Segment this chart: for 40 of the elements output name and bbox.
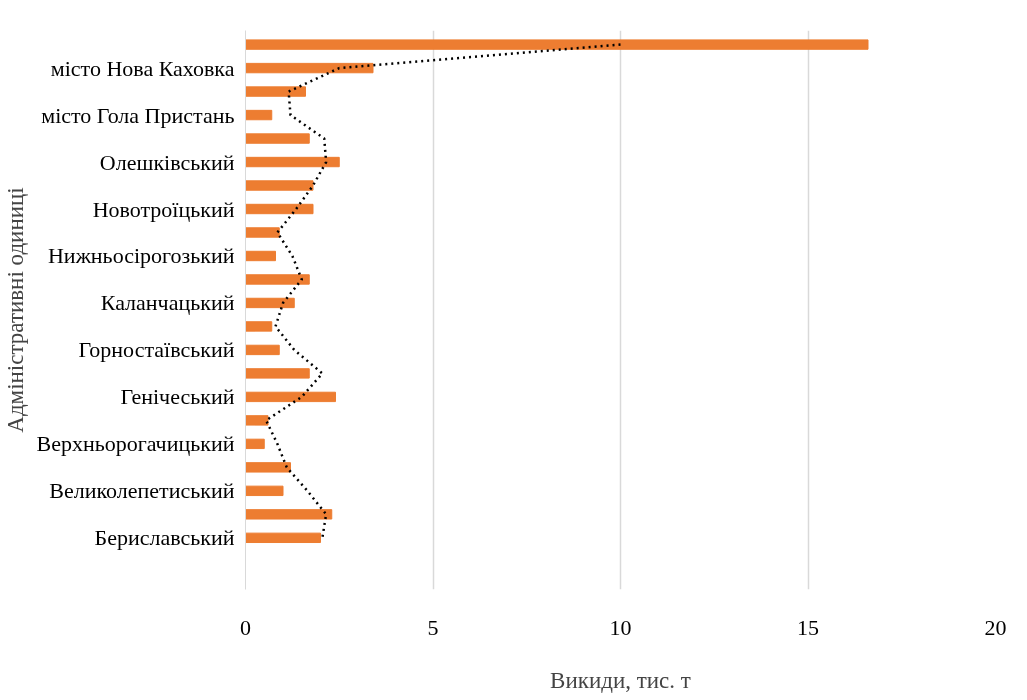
bar: [245, 368, 310, 379]
y-tick-label: Великолепетиський: [49, 478, 235, 504]
bar: [245, 133, 310, 144]
x-axis-title: Викиди, тис. т: [550, 667, 691, 693]
bar: [245, 39, 869, 50]
x-tick-label: 5: [427, 614, 439, 640]
bar: [245, 180, 314, 191]
bar: [245, 156, 340, 168]
bar: [245, 532, 321, 544]
bar: [245, 86, 306, 97]
y-tick-label: Верхньорогачицький: [36, 431, 235, 457]
x-tick-label: 0: [240, 614, 251, 640]
bar: [245, 509, 333, 520]
bar: [245, 62, 374, 74]
bar: [245, 321, 273, 332]
y-tick-label: Бериславський: [94, 525, 235, 551]
bar: [245, 274, 310, 285]
bar: [245, 391, 336, 403]
bar: [245, 297, 295, 309]
x-tick-label: 10: [609, 614, 632, 640]
y-tick-label: Новотроїцький: [92, 196, 235, 222]
x-tick-label: 15: [797, 614, 819, 640]
bar: [245, 344, 280, 356]
bar: [245, 415, 269, 426]
bar: [245, 227, 280, 238]
x-tick-label: 20: [984, 614, 1007, 640]
bar: [245, 250, 276, 262]
bar: [245, 462, 291, 473]
y-tick-label: Горностаївський: [78, 337, 235, 363]
y-tick-label: місто Нова Каховка: [50, 55, 235, 81]
y-tick-label: Нижньосірогозький: [47, 243, 235, 269]
y-tick-label: Генічеський: [120, 384, 235, 410]
bar: [245, 438, 265, 450]
y-tick-label: місто Гола Пристань: [41, 102, 235, 128]
y-tick-label: Олешківський: [99, 149, 235, 175]
bar: [245, 203, 314, 215]
y-axis-title: Адміністративні одиниці: [3, 187, 29, 433]
bar: [245, 109, 273, 121]
y-tick-label: Каланчацький: [100, 290, 235, 316]
bar: [245, 485, 284, 497]
